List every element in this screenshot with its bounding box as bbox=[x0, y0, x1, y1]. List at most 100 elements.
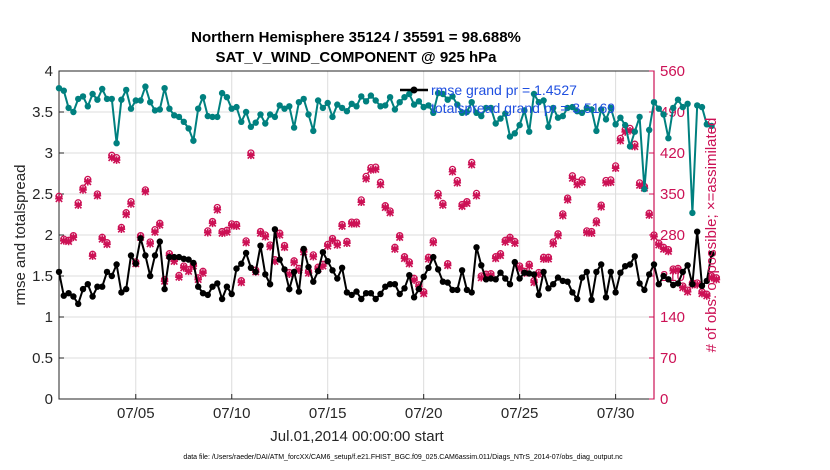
rmse-point bbox=[646, 271, 653, 278]
obs-assimilated-point bbox=[290, 258, 298, 267]
rmse-point bbox=[99, 283, 106, 290]
rmse-point bbox=[286, 285, 293, 293]
totalspread-point bbox=[290, 124, 298, 131]
obs-assimilated-point bbox=[194, 275, 202, 284]
rmse-point bbox=[626, 261, 634, 268]
obs-assimilated-point bbox=[607, 178, 615, 187]
obs-assimilated-point bbox=[674, 266, 682, 274]
totalspread-point bbox=[310, 127, 317, 135]
totalspread-point bbox=[127, 105, 135, 112]
obs-assimilated-point bbox=[659, 245, 668, 253]
totalspread-point bbox=[161, 85, 168, 92]
totalspread-point bbox=[70, 108, 77, 116]
rmse-point bbox=[554, 274, 562, 281]
totalspread-point bbox=[353, 103, 360, 110]
obs-assimilated-point bbox=[405, 259, 414, 268]
rmse-point bbox=[103, 268, 111, 276]
rmse-point bbox=[238, 260, 245, 267]
rmse-point bbox=[574, 295, 581, 303]
totalspread-point bbox=[156, 106, 163, 113]
rmse-point bbox=[123, 285, 130, 293]
obs-assimilated-point bbox=[175, 273, 183, 281]
rmse-point bbox=[343, 289, 351, 296]
rmse-point bbox=[247, 264, 255, 271]
rmse-point bbox=[569, 289, 576, 296]
rmse-point bbox=[262, 271, 269, 278]
obs-assimilated-point bbox=[223, 228, 231, 236]
y-tick-label-left: 2 bbox=[45, 227, 53, 244]
totalspread-point bbox=[271, 113, 279, 121]
obs-assimilated-point bbox=[453, 179, 462, 187]
x-tick-label: 07/30 bbox=[597, 405, 635, 422]
rmse-point bbox=[516, 275, 523, 282]
rmse-point bbox=[593, 268, 600, 276]
rmse-point bbox=[506, 281, 514, 288]
totalspread-point bbox=[185, 125, 192, 132]
chart-title-line-2: SAT_V_WIND_COMPONENT @ 925 hPa bbox=[215, 49, 497, 66]
totalspread-point bbox=[612, 121, 619, 128]
totalspread-point bbox=[617, 114, 624, 121]
rmse-point bbox=[550, 281, 557, 288]
obs-assimilated-point bbox=[280, 243, 289, 252]
totalspread-point bbox=[314, 97, 322, 104]
rmse-point bbox=[161, 285, 168, 293]
totalspread-point bbox=[94, 96, 101, 103]
obs-assimilated-point bbox=[59, 237, 68, 245]
totalspread-point bbox=[588, 106, 595, 113]
rmse-point bbox=[348, 291, 355, 299]
obs-assimilated-point bbox=[213, 206, 222, 214]
rmse-point bbox=[487, 275, 495, 282]
obs-assimilated-point bbox=[559, 211, 567, 220]
rmse-point bbox=[358, 295, 365, 303]
totalspread-point bbox=[348, 100, 355, 108]
y-axis-label-right: # of obs: o=possible; ×=assimilated bbox=[703, 118, 720, 353]
rmse-point bbox=[137, 235, 144, 242]
rmse-point bbox=[698, 282, 706, 289]
rmse-point bbox=[209, 283, 216, 290]
rmse-point bbox=[492, 276, 499, 283]
obs-assimilated-point bbox=[439, 201, 447, 209]
obs-assimilated-point bbox=[448, 167, 457, 176]
obs-assimilated-point bbox=[707, 273, 716, 282]
totalspread-point bbox=[118, 96, 125, 103]
totalspread-point bbox=[698, 103, 706, 111]
rmse-point bbox=[391, 281, 399, 288]
rmse-point bbox=[631, 253, 638, 260]
obs-assimilated-point bbox=[683, 288, 692, 296]
rmse-point bbox=[386, 281, 394, 288]
rmse-point bbox=[151, 252, 159, 259]
obs-assimilated-point bbox=[343, 239, 351, 247]
rmse-point bbox=[132, 260, 139, 267]
y-tick-label-right: 70 bbox=[660, 350, 677, 367]
totalspread-point bbox=[324, 99, 331, 107]
totalspread-point bbox=[276, 102, 283, 109]
obs-assimilated-point bbox=[650, 232, 658, 241]
obs-assimilated-point bbox=[698, 289, 706, 298]
rmse-point bbox=[526, 270, 533, 277]
totalspread-point bbox=[694, 102, 701, 109]
legend: rmse grand pr = 1.4527 totalspread grand… bbox=[400, 82, 615, 116]
rmse-point bbox=[367, 290, 375, 297]
rmse-point bbox=[430, 253, 437, 261]
obs-assimilated-point bbox=[631, 142, 639, 151]
y-tick-label-right: 420 bbox=[660, 145, 685, 162]
totalspread-point bbox=[238, 118, 245, 126]
totalspread-point bbox=[281, 105, 288, 112]
rmse-point bbox=[530, 271, 538, 278]
rmse-point bbox=[324, 258, 331, 265]
totalspread-point bbox=[262, 120, 269, 127]
obs-assimilated-point bbox=[583, 228, 591, 237]
totalspread-point bbox=[75, 95, 82, 103]
totalspread-point bbox=[396, 99, 403, 106]
obs-assimilated-point bbox=[261, 232, 270, 241]
totalspread-point bbox=[242, 108, 250, 116]
rmse-point bbox=[223, 283, 231, 290]
obs-assimilated-point bbox=[242, 238, 250, 247]
rmse-point bbox=[199, 290, 207, 297]
obs-assimilated-point bbox=[669, 266, 677, 275]
y-tick-label-left: 0 bbox=[45, 391, 53, 408]
rmse-point bbox=[434, 266, 442, 273]
obs-assimilated-point bbox=[151, 228, 159, 236]
totalspread-point bbox=[554, 114, 562, 121]
totalspread-point bbox=[338, 104, 346, 112]
